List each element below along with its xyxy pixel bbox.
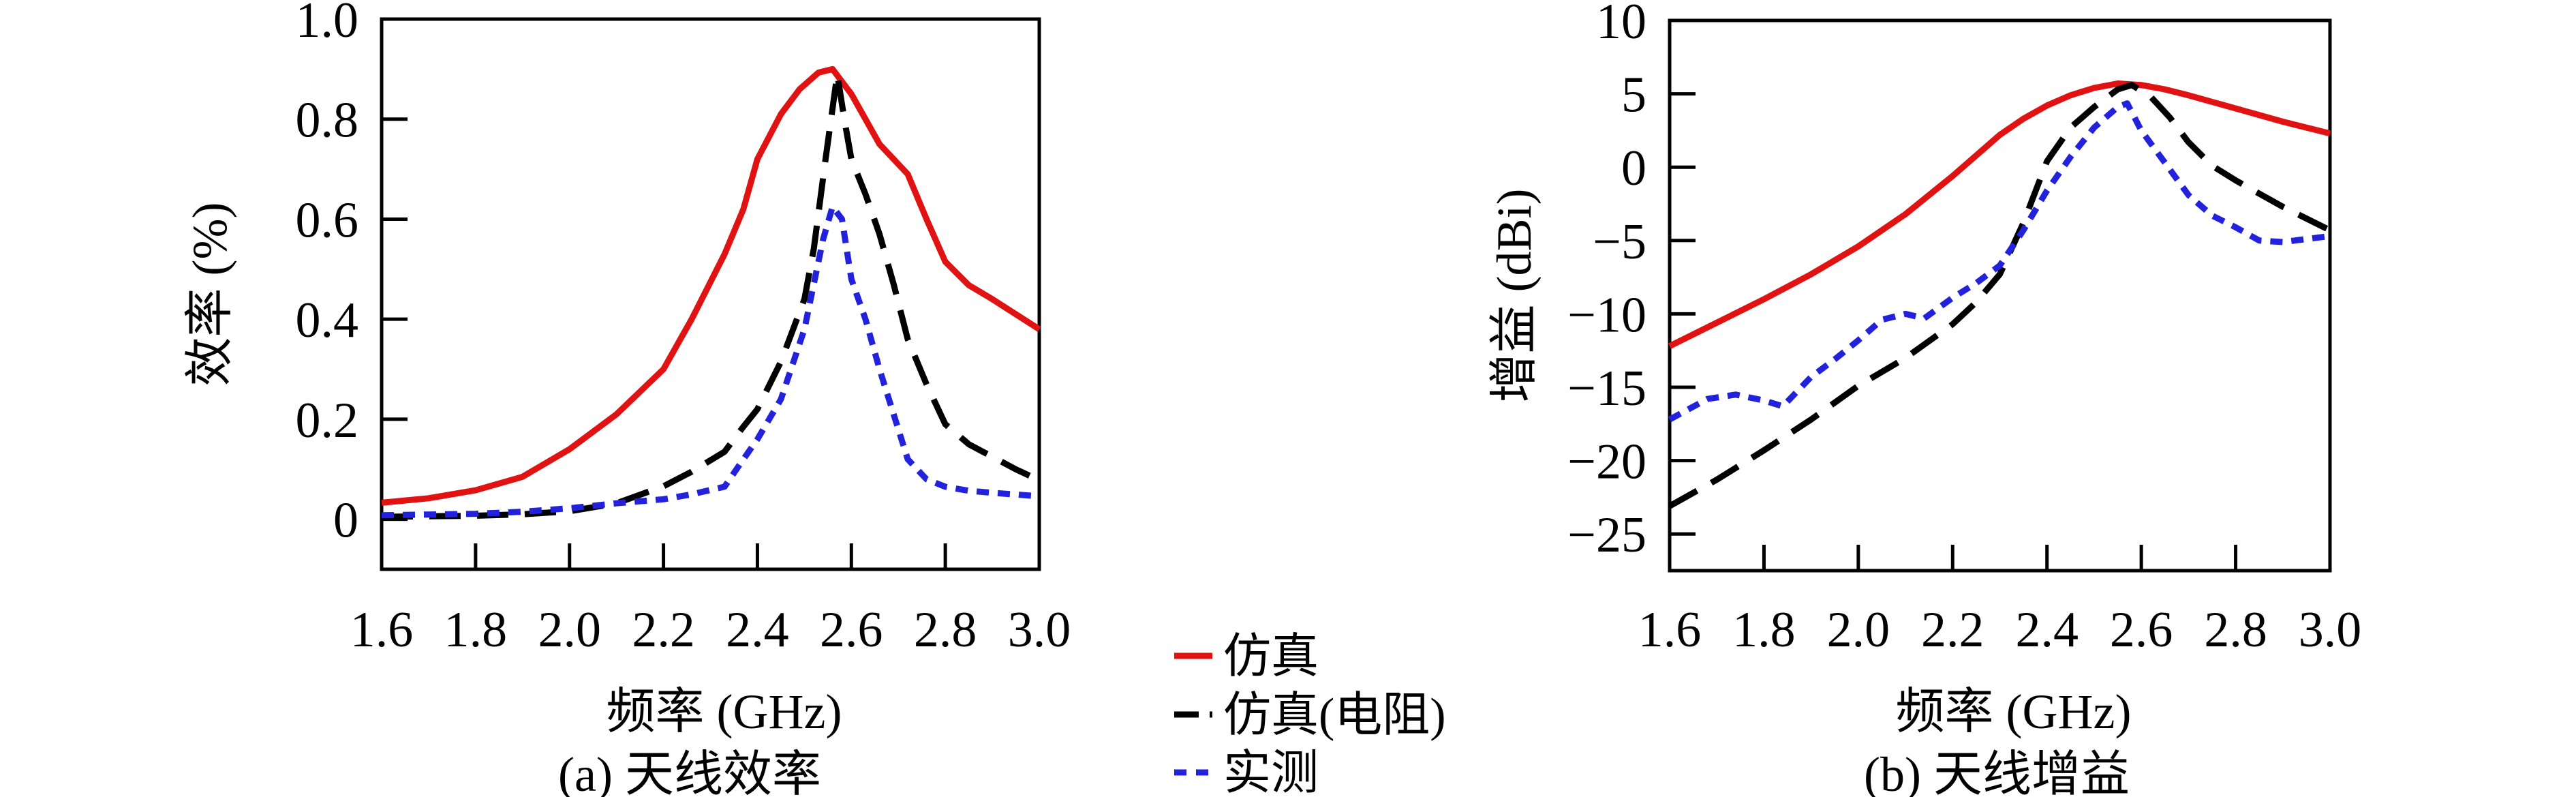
x-tick-label: 1.6 [350, 602, 414, 658]
plot-frame [1668, 18, 2332, 573]
x-tick-label: 2.0 [1827, 602, 1890, 658]
chart-caption: (a) 天线效率 [558, 747, 821, 797]
series-solid-line [1668, 80, 2331, 349]
legend-item-label: 实测 [1223, 747, 1319, 797]
y-tick-label: −25 [1567, 507, 1646, 563]
x-tick-label: 2.2 [632, 602, 695, 658]
y-tick-label: −20 [1567, 434, 1646, 490]
legend-item-label: 仿真(电阻) [1223, 689, 1446, 742]
series-dashed-line [1668, 82, 2332, 509]
y-tick-label: 0 [1621, 140, 1646, 196]
series-solid-line [381, 65, 1041, 506]
gain-chart: 1.6 1.8 2.0 2.2 2.4 2.6 2.8 3.0 10 5 0 −5 −10 −15 −20 −… [1487, 0, 2361, 797]
x-tick-label: 2.0 [538, 602, 601, 658]
y-axis-title: 效率 (%) [183, 202, 237, 387]
x-tick-label: 2.4 [2015, 602, 2079, 658]
series-dashed-line [381, 71, 1041, 520]
y-tick-label: −15 [1567, 361, 1646, 417]
series-dotted-line [1668, 100, 2331, 423]
x-tick-label: 2.2 [1921, 602, 1984, 658]
x-tick-label: 3.0 [1008, 602, 1071, 658]
legend-item-label: 仿真 [1223, 631, 1319, 683]
x-tick-label: 3.0 [2299, 602, 2362, 658]
x-tick-label: 2.6 [820, 602, 883, 658]
x-tick-label: 1.8 [1732, 602, 1796, 658]
y-tick-label: −5 [1593, 214, 1646, 270]
y-tick-label: −10 [1567, 287, 1646, 343]
x-tick-label: 2.4 [726, 602, 789, 658]
x-axis-title: 频率 (GHz) [1896, 685, 2132, 739]
series-dotted-line [381, 203, 1040, 519]
y-tick-label: 10 [1596, 0, 1646, 50]
x-tick-label: 2.8 [914, 602, 977, 658]
chart-caption: (b) 天线增益 [1864, 747, 2130, 797]
y-tick-label: 0 [333, 493, 358, 549]
y-tick-label: 0.8 [296, 93, 359, 149]
x-tick-label: 2.6 [2110, 602, 2173, 658]
x-tick-label: 1.8 [444, 602, 508, 658]
efficiency-chart: 1.6 1.8 2.0 2.2 2.4 2.6 2.8 3.0 1.0 0.8 0.6 0.4 0.2 0… [183, 0, 1071, 797]
y-axis-title: 增益 (dBi) [1487, 189, 1542, 403]
y-tick-label: 0.2 [296, 393, 359, 449]
plot-frame [380, 17, 1041, 571]
x-tick-label: 2.8 [2204, 602, 2267, 658]
y-tick-label: 0.4 [296, 292, 359, 348]
y-tick-label: 5 [1621, 67, 1646, 123]
y-tick-label: 0.6 [296, 192, 359, 248]
x-axis-title: 频率 (GHz) [607, 685, 842, 739]
y-tick-label: 1.0 [296, 0, 359, 48]
x-tick-label: 1.6 [1638, 602, 1702, 658]
